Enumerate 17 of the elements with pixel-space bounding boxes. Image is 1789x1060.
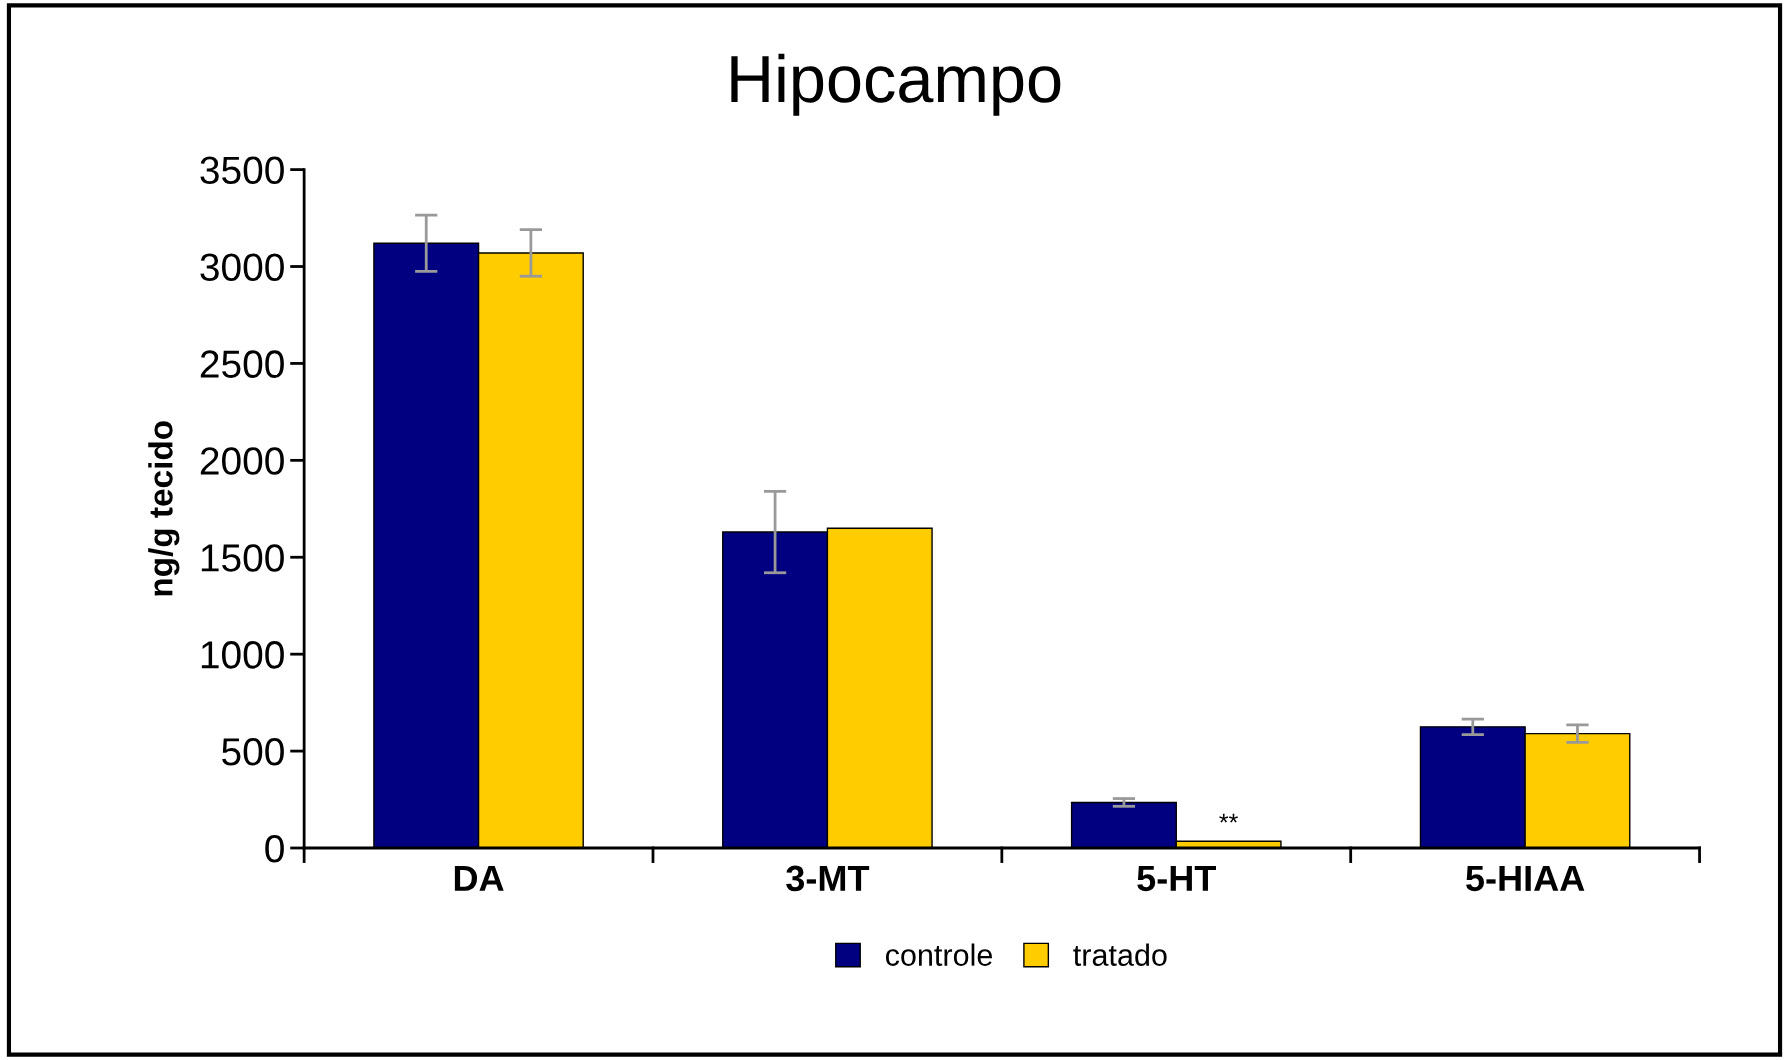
x-tick-label: 5-HIAA	[1466, 865, 1585, 892]
y-axis-title: ng/g tecido	[148, 421, 180, 596]
legend-label: tratado	[1073, 943, 1167, 966]
x-tick-label: DA	[454, 865, 504, 891]
legend-label: controle	[885, 943, 992, 966]
x-tick-label: 5-HT	[1137, 865, 1217, 892]
y-tick-label: 2000	[200, 447, 284, 475]
y-tick-label: 1000	[201, 641, 284, 669]
y-tick-label: 2500	[200, 350, 284, 378]
y-tick-label: 1500	[201, 544, 284, 572]
y-tick-label: 3500	[200, 156, 284, 185]
y-tick-label: 500	[222, 738, 284, 766]
y-tick-label: 0	[265, 834, 284, 863]
x-tick-label: 3-MT	[786, 865, 870, 892]
annotation: **	[1219, 813, 1238, 823]
chart-title: Hipocampo	[731, 53, 1061, 116]
y-tick-label: 3000	[200, 253, 284, 281]
